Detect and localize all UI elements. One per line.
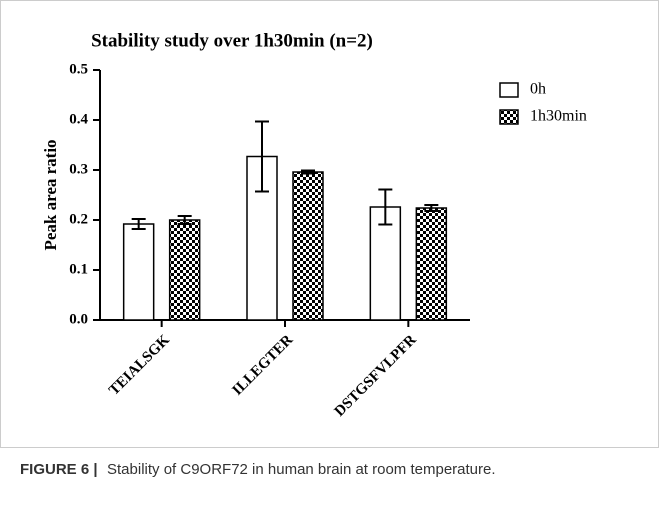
chart-title: Stability study over 1h30min (n=2) <box>91 30 373 51</box>
bar <box>415 207 448 321</box>
legend-swatch <box>499 82 519 98</box>
caption-label: FIGURE 6 | <box>20 461 98 478</box>
error-bar <box>301 169 315 175</box>
legend-label: 1h30min <box>530 108 587 125</box>
bar <box>292 171 324 321</box>
caption-text: Stability of C9ORF72 in human brain at r… <box>107 461 496 478</box>
error-bar <box>177 215 192 225</box>
x-tick-label: ILLEGTER <box>230 332 297 399</box>
y-tick-label: 0.4 <box>69 111 88 127</box>
y-tick-label: 0.2 <box>69 211 88 227</box>
error-bar <box>378 188 393 226</box>
y-axis-label: Peak area ratio <box>41 139 60 250</box>
bar <box>369 206 402 321</box>
x-tick-label: TEIALSGK <box>106 332 173 399</box>
x-tick-label: DSTGSFVLPFR <box>332 332 420 420</box>
error-bar <box>424 204 439 212</box>
error-bar <box>255 120 269 193</box>
y-tick-label: 0.5 <box>69 61 88 77</box>
bar <box>168 219 201 321</box>
error-bar <box>131 218 146 230</box>
y-tick-label: 0.3 <box>69 161 88 177</box>
bar <box>122 223 155 321</box>
bar <box>246 155 278 321</box>
legend-label: 0h <box>530 81 546 98</box>
legend-swatch <box>499 109 519 125</box>
y-tick-label: 0.0 <box>69 311 88 327</box>
y-tick-label: 0.1 <box>69 261 88 277</box>
